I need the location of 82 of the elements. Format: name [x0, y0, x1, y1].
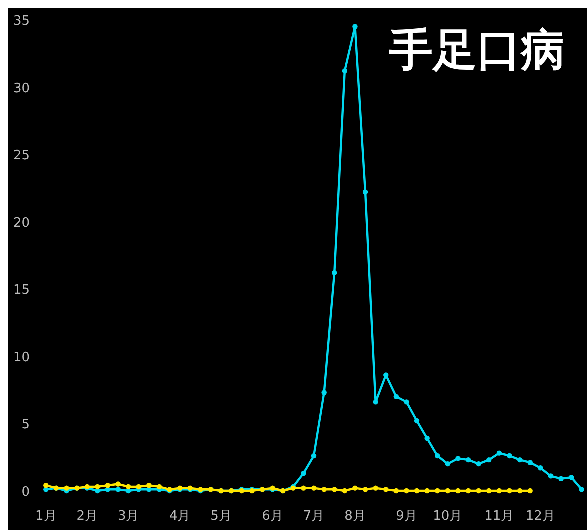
point: [558, 476, 564, 482]
y-tick-label: 10: [13, 350, 30, 366]
point: [384, 487, 389, 492]
point: [116, 482, 121, 487]
y-tick-label: 25: [13, 148, 30, 164]
point: [424, 436, 430, 442]
point: [373, 486, 378, 491]
point: [548, 474, 554, 479]
point: [456, 456, 461, 462]
point: [394, 488, 400, 494]
point: [105, 483, 111, 488]
point: [156, 484, 162, 490]
point: [445, 488, 451, 494]
point: [507, 488, 512, 494]
x-tick-label: 11月: [484, 509, 514, 524]
point: [332, 270, 338, 276]
point: [373, 400, 378, 405]
point: [507, 453, 512, 459]
point: [362, 487, 368, 492]
x-tick-label: 1月: [36, 509, 57, 524]
x-tick-label: 12月: [526, 509, 556, 524]
x-tick-label: 5月: [210, 509, 232, 524]
point: [528, 460, 533, 466]
x-tick-label: 9月: [396, 509, 418, 524]
point: [486, 457, 492, 463]
point: [435, 453, 440, 459]
point: [342, 68, 348, 74]
point: [362, 190, 368, 195]
point: [384, 372, 389, 378]
point: [466, 488, 472, 494]
point: [136, 484, 142, 490]
point: [116, 487, 121, 492]
y-tick-label: 5: [22, 418, 30, 433]
point: [528, 488, 533, 494]
point: [486, 488, 492, 494]
point: [394, 394, 400, 400]
point: [435, 488, 440, 494]
y-tick-label: 0: [22, 485, 30, 500]
x-tick-label: 3月: [118, 509, 140, 524]
point: [456, 488, 461, 494]
point: [496, 450, 502, 456]
x-tick-label: 6月: [262, 509, 284, 524]
point: [538, 466, 544, 471]
x-tick-label: 4月: [169, 509, 191, 524]
point: [476, 461, 482, 467]
point: [414, 488, 420, 494]
chart-title: 手足口病: [389, 25, 565, 76]
point: [301, 486, 306, 491]
point: [322, 390, 327, 396]
point: [466, 457, 472, 463]
y-tick-label: 15: [13, 283, 30, 298]
x-tick-label: 8月: [344, 509, 366, 524]
point: [579, 487, 584, 492]
point: [517, 488, 523, 494]
point: [332, 487, 338, 492]
y-tick-label: 30: [13, 81, 30, 96]
point: [95, 484, 100, 490]
x-tick-label: 2月: [76, 509, 98, 524]
point: [404, 488, 410, 494]
x-tick-label: 10月: [433, 509, 463, 524]
point: [301, 470, 306, 476]
point: [424, 488, 430, 494]
point: [568, 474, 574, 480]
point: [476, 488, 482, 494]
point: [311, 486, 317, 491]
point: [64, 486, 70, 491]
point: [404, 400, 410, 405]
point: [44, 483, 49, 488]
point: [311, 453, 317, 459]
point: [352, 486, 358, 491]
point: [146, 483, 152, 488]
point: [517, 457, 523, 463]
point: [342, 488, 348, 494]
point: [496, 488, 502, 494]
x-tick-label: 7月: [303, 509, 325, 524]
point: [352, 24, 358, 30]
point: [445, 461, 451, 467]
point: [322, 487, 327, 492]
point: [414, 418, 420, 424]
point: [126, 484, 132, 490]
y-tick-label: 20: [13, 216, 30, 231]
y-tick-label: 35: [13, 14, 30, 29]
